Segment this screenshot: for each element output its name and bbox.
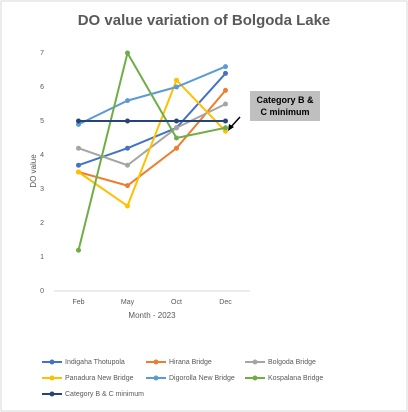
- y-tick-label: 3: [40, 186, 44, 193]
- data-point: [76, 145, 81, 151]
- data-point: [223, 118, 228, 124]
- data-point: [223, 101, 228, 107]
- series-line: [77, 78, 227, 208]
- x-tick-label: Dec: [219, 299, 232, 306]
- data-point: [125, 203, 130, 209]
- annotation-arrowhead: [228, 124, 234, 131]
- series-line: [78, 89, 227, 187]
- x-axis-label: Month - 2023: [128, 311, 176, 320]
- legend-label: Panadura New Bridge: [65, 375, 134, 382]
- data-point: [76, 162, 81, 168]
- data-point: [223, 70, 228, 76]
- annotation: Category B & C minimum: [250, 91, 320, 121]
- data-point: [223, 125, 228, 131]
- y-tick-label: 6: [40, 84, 44, 91]
- y-axis-label: DO value: [29, 154, 38, 188]
- x-tick-label: Feb: [72, 299, 84, 306]
- data-point: [125, 145, 130, 151]
- data-point: [223, 64, 228, 70]
- data-point: [174, 118, 179, 124]
- y-tick-label: 4: [40, 152, 44, 159]
- data-point: [174, 135, 179, 141]
- data-point: [223, 87, 228, 93]
- series-line: [77, 50, 226, 251]
- data-point: [125, 162, 130, 168]
- legend-marker: [49, 375, 55, 381]
- legend-label: Hirana Bridge: [169, 359, 212, 366]
- legend-marker: [153, 375, 159, 381]
- y-tick-label: 1: [40, 254, 44, 261]
- legend-marker: [49, 359, 55, 365]
- data-point: [174, 84, 179, 90]
- data-point: [76, 169, 81, 175]
- data-point: [174, 77, 179, 83]
- data-point: [174, 125, 179, 131]
- data-point: [125, 118, 130, 124]
- legend-marker: [252, 375, 258, 381]
- y-tick-label: 0: [40, 288, 44, 295]
- y-tick-label: 2: [40, 220, 44, 227]
- series-line: [78, 103, 226, 167]
- data-point: [125, 183, 130, 189]
- y-tick-label: 5: [40, 118, 44, 125]
- data-point: [174, 145, 179, 151]
- data-point: [125, 98, 130, 104]
- chart-title: DO value variation of Bolgoda Lake: [78, 12, 331, 29]
- x-tick-label: May: [121, 299, 135, 306]
- legend-marker: [153, 359, 159, 365]
- legend-label: Category B & C minimum: [65, 391, 144, 398]
- legend-label: Kospalana Bridge: [268, 375, 323, 382]
- legend-label: Indigaha Thotupola: [65, 359, 125, 366]
- legend-label: Bolgoda Bridge: [268, 359, 316, 366]
- legend-label: Digorolla New Bridge: [169, 375, 235, 382]
- legend-marker: [252, 359, 258, 365]
- data-point: [76, 118, 81, 124]
- data-point: [76, 247, 81, 253]
- data-point: [125, 50, 130, 56]
- y-tick-label: 7: [40, 50, 44, 57]
- x-tick-label: Oct: [171, 299, 182, 306]
- legend-marker: [49, 391, 55, 397]
